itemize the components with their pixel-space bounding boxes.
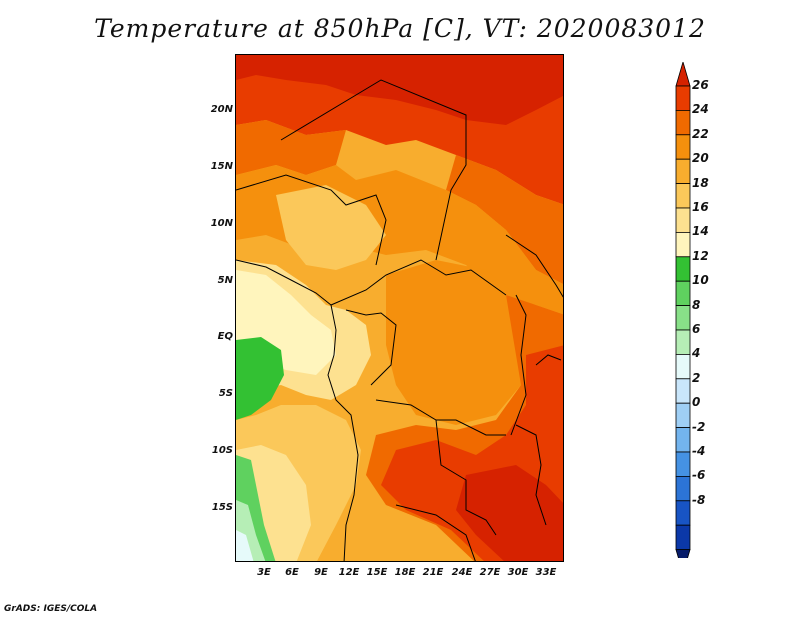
- field-24c-east: [446, 155, 563, 284]
- map-canvas: [236, 55, 563, 561]
- lat-label: 10N: [210, 218, 233, 229]
- lat-label: 5S: [218, 388, 233, 399]
- colorbar-label: 10: [692, 273, 709, 288]
- colorbar-label: -4: [692, 444, 706, 458]
- lon-label: 18E: [394, 567, 416, 578]
- colorbar-label: 24: [692, 102, 709, 117]
- colorbar-label: -8: [692, 492, 706, 507]
- country-borders: [236, 79, 563, 561]
- colorbar-swatch: [675, 134, 691, 160]
- colorbar-swatch: [675, 85, 691, 111]
- colorbar: [675, 62, 691, 558]
- lat-label: 5N: [217, 275, 233, 286]
- lon-label: 24E: [451, 567, 473, 578]
- lon-label: 30E: [507, 567, 529, 578]
- colorbar-label: 2: [692, 370, 701, 385]
- field-12c-ocean: [236, 337, 284, 420]
- colorbar-swatch: [675, 475, 691, 502]
- lon-label: 15E: [366, 567, 388, 578]
- colorbar-label: 16: [692, 200, 709, 214]
- colorbar-swatch: [675, 427, 691, 453]
- colorbar-swatch: [675, 353, 691, 380]
- field-6c-southwest: [236, 530, 254, 561]
- colorbar-swatch: [675, 305, 691, 331]
- lon-label: 33E: [535, 567, 557, 578]
- lat-label: 15S: [211, 502, 233, 513]
- lat-label: 20N: [210, 104, 233, 115]
- field-20c-congo: [386, 260, 526, 425]
- field-26c-southeast: [456, 465, 563, 561]
- colorbar-swatch: [675, 500, 691, 526]
- colorbar-label: 0: [692, 395, 701, 410]
- colorbar-arrow-top: [675, 62, 691, 87]
- field-18c-interior: [276, 185, 386, 270]
- colorbar-swatch: [675, 183, 691, 209]
- credit-text: GrADS: IGES/COLA: [4, 604, 98, 614]
- colorbar-swatch: [675, 158, 691, 184]
- colorbar-swatch: [675, 280, 691, 306]
- colorbar-label: 20: [692, 151, 709, 166]
- lon-label: 21E: [422, 567, 444, 578]
- colorbar-label: 18: [692, 175, 709, 190]
- lon-label: 3E: [257, 567, 271, 578]
- lon-label: 6E: [285, 567, 299, 578]
- colorbar-label: 8: [692, 297, 701, 312]
- lat-label: 15N: [210, 161, 233, 172]
- colorbar-label: 12: [692, 248, 709, 263]
- field-28c-north: [236, 55, 563, 125]
- colorbar-label: 14: [692, 224, 709, 239]
- colorbar-swatch: [675, 524, 691, 551]
- colorbar-swatch: [675, 329, 691, 355]
- lat-label: EQ: [217, 331, 233, 342]
- map-title: Temperature at 850hPa [C], VT: 202008301…: [94, 14, 706, 43]
- lat-label: 10S: [211, 445, 233, 456]
- colorbar-arrow-bottom: [675, 549, 691, 558]
- colorbar-label: -6: [692, 468, 706, 483]
- colorbar-swatch: [675, 378, 691, 404]
- lon-label: 9E: [314, 567, 328, 578]
- colorbar-label: 22: [692, 126, 709, 141]
- colorbar-label: -2: [692, 419, 706, 434]
- colorbar-swatch: [675, 231, 691, 258]
- colorbar-swatch: [675, 207, 691, 233]
- colorbar-swatch: [675, 451, 691, 477]
- temperature-map: [235, 54, 564, 562]
- lon-label: 12E: [338, 567, 360, 578]
- colorbar-label: 4: [692, 346, 701, 361]
- colorbar-swatch: [675, 110, 691, 136]
- colorbar-label: 6: [692, 322, 701, 336]
- colorbar-swatch: [675, 256, 691, 282]
- colorbar-swatch: [675, 402, 691, 429]
- lon-label: 27E: [479, 567, 501, 578]
- field-24c-west: [236, 120, 346, 175]
- colorbar-label: 26: [692, 78, 709, 92]
